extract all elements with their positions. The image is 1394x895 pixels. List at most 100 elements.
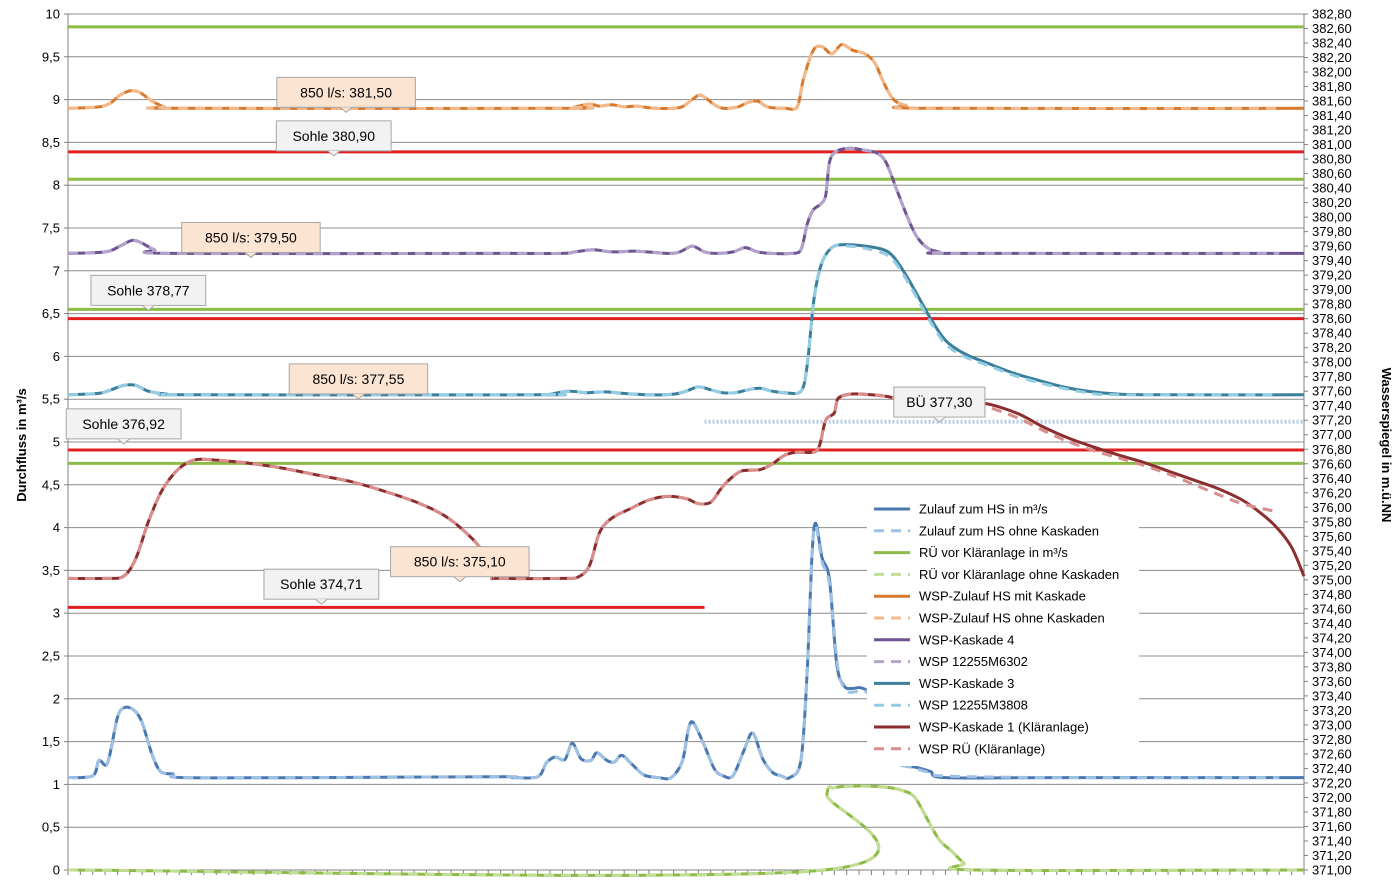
legend-label: WSP-Zulauf HS ohne Kaskaden bbox=[919, 611, 1105, 626]
annotation-label: Sohle 378,77 bbox=[107, 282, 190, 298]
y2-tick-label: 381,20 bbox=[1312, 123, 1352, 138]
y2-tick-label: 376,00 bbox=[1312, 500, 1352, 515]
y2-tick-label: 376,40 bbox=[1312, 471, 1352, 486]
annotation-box bbox=[275, 120, 392, 152]
legend-label: WSP-Kaskade 3 bbox=[919, 676, 1014, 691]
y2-tick-label: 375,00 bbox=[1312, 572, 1352, 587]
y2-tick-label: 378,00 bbox=[1312, 355, 1352, 370]
series-line-5 bbox=[67, 42, 1280, 111]
annotation-box bbox=[390, 546, 530, 578]
y2-tick-label: 372,40 bbox=[1312, 761, 1352, 776]
y2-tick-label: 371,80 bbox=[1312, 804, 1352, 819]
legend-label: RÜ vor Kläranlage in m³/s bbox=[919, 545, 1068, 560]
legend-label: WSP 12255M6302 bbox=[919, 654, 1028, 669]
y2-tick-label: 378,40 bbox=[1312, 326, 1352, 341]
y2-tick-label: 373,60 bbox=[1312, 674, 1352, 689]
y2-tick-label: 378,60 bbox=[1312, 311, 1352, 326]
y-tick-label: 0,5 bbox=[42, 820, 60, 835]
y2-tick-label: 381,60 bbox=[1312, 94, 1352, 109]
y-tick-label: 9 bbox=[53, 92, 60, 107]
y2-tick-label: 377,40 bbox=[1312, 398, 1352, 413]
y2-tick-label: 381,80 bbox=[1312, 79, 1352, 94]
annotation-pointer bbox=[933, 416, 946, 423]
legend-label: Zulauf zum HS ohne Kaskaden bbox=[919, 523, 1099, 538]
y2-tick-label: 382,00 bbox=[1312, 65, 1352, 80]
annotation-pointer bbox=[453, 576, 467, 583]
y-tick-label: 7 bbox=[53, 263, 60, 278]
y2-tick-label: 372,60 bbox=[1312, 746, 1352, 761]
axes: 0 0,5 1 1,5 2 2,5 3 3,5 4 4,5 5 5,5 6 6,5 7 7,5 8 8,5 9 9,5… bbox=[42, 7, 1352, 878]
y-tick-label: 10 bbox=[46, 7, 60, 22]
y2-tick-label: 378,20 bbox=[1312, 340, 1352, 355]
series-line-1 bbox=[67, 524, 1280, 781]
annotation-label: Sohle 380,90 bbox=[292, 128, 375, 144]
annotation-box bbox=[65, 408, 182, 440]
y2-tick-label: 380,00 bbox=[1312, 210, 1352, 225]
y2-tick-label: 375,20 bbox=[1312, 558, 1352, 573]
y-tick-label: 8,5 bbox=[42, 135, 60, 150]
y-tick-label: 4,5 bbox=[42, 477, 60, 492]
y2-tick-label: 372,00 bbox=[1312, 790, 1352, 805]
annotation-pointer bbox=[327, 150, 341, 157]
y2-tick-label: 381,40 bbox=[1312, 108, 1352, 123]
annotation-label: 850 l/s: 375,10 bbox=[414, 554, 506, 570]
annotation-box bbox=[893, 386, 986, 418]
legend-label: Zulauf zum HS in m³/s bbox=[919, 502, 1048, 517]
y2-tick-label: 372,80 bbox=[1312, 732, 1352, 747]
y2-tick-label: 382,20 bbox=[1312, 50, 1352, 65]
y2-tick-label: 374,80 bbox=[1312, 587, 1352, 602]
y2-tick-label: 371,20 bbox=[1312, 848, 1352, 863]
annotation-label: BÜ 377,30 bbox=[906, 393, 972, 410]
y-tick-label: 5,5 bbox=[42, 392, 60, 407]
annotation-label: Sohle 376,92 bbox=[82, 416, 165, 432]
annotation-pointer bbox=[142, 305, 155, 312]
annotation-pointer bbox=[244, 252, 258, 259]
y2-tick-label: 381,00 bbox=[1312, 137, 1352, 152]
y2-tick-label: 378,80 bbox=[1312, 297, 1352, 312]
legend-label: WSP-Zulauf HS mit Kaskade bbox=[919, 589, 1086, 604]
y2-tick-label: 379,40 bbox=[1312, 253, 1352, 268]
series-line-11 bbox=[67, 392, 1274, 581]
annotation-pointer bbox=[352, 393, 365, 400]
y2-tick-label: 374,60 bbox=[1312, 601, 1352, 616]
legend-label: WSP-Kaskade 1 (Kläranlage) bbox=[919, 720, 1089, 735]
y-tick-label: 6 bbox=[53, 349, 60, 364]
annotation-box bbox=[263, 568, 380, 600]
y2-tick-label: 377,00 bbox=[1312, 427, 1352, 442]
y2-tick-label: 373,40 bbox=[1312, 688, 1352, 703]
annotation-label: Sohle 374,71 bbox=[280, 576, 363, 592]
y2-axis-label: Wasserspiegel in m.ü.NN bbox=[1379, 368, 1394, 523]
y2-tick-label: 377,60 bbox=[1312, 384, 1352, 399]
y2-tick-label: 382,60 bbox=[1312, 21, 1352, 36]
y2-tick-label: 372,20 bbox=[1312, 775, 1352, 790]
legend-label: WSP-Kaskade 4 bbox=[919, 632, 1014, 647]
y2-tick-label: 371,40 bbox=[1312, 833, 1352, 848]
y2-tick-label: 373,20 bbox=[1312, 703, 1352, 718]
y2-tick-label: 380,20 bbox=[1312, 195, 1352, 210]
annotations: 850 l/s: 381,50 Sohle 380,90 850 l/s: 379,… bbox=[65, 76, 986, 605]
y2-tick-label: 379,00 bbox=[1312, 282, 1352, 297]
series-group bbox=[67, 42, 1306, 877]
y-tick-label: 1 bbox=[53, 777, 60, 792]
y-axis-label: Durchfluss in m³/s bbox=[14, 388, 29, 501]
series-line-9 bbox=[67, 243, 1280, 397]
y2-tick-label: 376,80 bbox=[1312, 442, 1352, 457]
y-tick-label: 7,5 bbox=[42, 221, 60, 236]
y-tick-label: 9,5 bbox=[42, 49, 60, 64]
y2-tick-label: 377,80 bbox=[1312, 369, 1352, 384]
y2-tick-label: 380,40 bbox=[1312, 181, 1352, 196]
y2-tick-label: 373,80 bbox=[1312, 659, 1352, 674]
y-tick-label: 5 bbox=[53, 435, 60, 450]
y2-tick-label: 375,80 bbox=[1312, 514, 1352, 529]
y-tick-label: 3 bbox=[53, 606, 60, 621]
y-tick-label: 0 bbox=[53, 863, 60, 878]
y-tick-label: 3,5 bbox=[42, 563, 60, 578]
legend-box bbox=[867, 498, 1139, 766]
y2-tick-label: 379,60 bbox=[1312, 239, 1352, 254]
annotation-label: 850 l/s: 381,50 bbox=[300, 84, 392, 100]
gridlines bbox=[68, 13, 1304, 871]
y2-tick-label: 379,20 bbox=[1312, 268, 1352, 283]
annotation-pointer bbox=[339, 106, 353, 113]
y2-tick-label: 371,60 bbox=[1312, 819, 1352, 834]
